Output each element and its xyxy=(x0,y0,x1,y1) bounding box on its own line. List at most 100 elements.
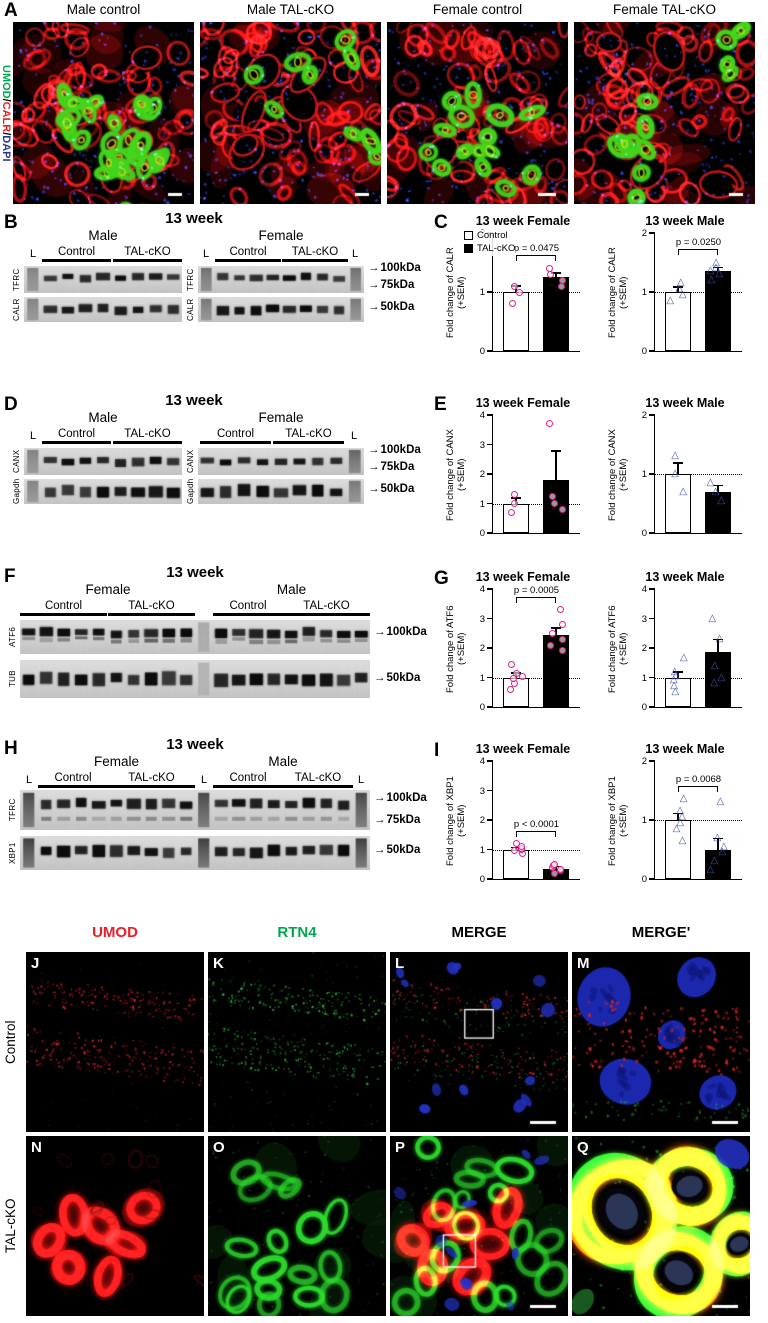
data-point xyxy=(510,282,518,290)
blot-protein-label: TFRC xyxy=(8,798,17,822)
data-point: △ xyxy=(671,686,680,698)
arrow-icon xyxy=(368,483,381,495)
group-label-female: Female xyxy=(258,228,304,243)
y-tick-label: 2 xyxy=(641,410,647,421)
arrow-icon xyxy=(368,262,381,274)
data-point: △ xyxy=(711,262,720,274)
column-header-merge-zoom: MERGE' xyxy=(631,924,691,941)
western-blot xyxy=(24,297,182,322)
mw-marker-50: 50kDa xyxy=(374,672,420,684)
blot-strip: CANX xyxy=(186,448,364,475)
lane-group-control: Control xyxy=(42,246,111,262)
data-point xyxy=(551,500,559,507)
data-point: △ xyxy=(670,665,679,677)
blot-strip: XBP1 xyxy=(8,836,370,870)
mw-marker-75: 75kDa xyxy=(368,461,414,473)
chart-e-female: 13 week Female Fold change of CANX (+SEM)… xyxy=(442,396,604,560)
chart-c-female: 13 week Female Fold change of CALR (+SEM)… xyxy=(442,214,604,378)
blot-strip: TFRC xyxy=(8,790,370,830)
y-tick-label: 4 xyxy=(641,584,647,595)
image-title-female-cko: Female TAL-cKO xyxy=(612,2,717,17)
stain-legend: UMOD/CALR/DAPI xyxy=(0,22,12,204)
y-tick-label: 1 xyxy=(479,287,485,298)
panel-g-letter: G xyxy=(434,568,449,589)
error-bar xyxy=(677,287,679,292)
bar-control xyxy=(665,292,691,351)
significance-bracket xyxy=(678,249,718,256)
y-tick-label: 0 xyxy=(479,528,485,539)
significance-bracket xyxy=(516,596,556,603)
y-tick xyxy=(487,588,493,590)
arrow-icon xyxy=(368,301,381,313)
data-point: △ xyxy=(713,831,722,843)
significance-bracket xyxy=(516,830,556,837)
panel-e-letter: E xyxy=(434,394,447,415)
reference-line xyxy=(655,677,742,679)
y-tick-label: 1 xyxy=(641,672,647,684)
p-value: p = 0.0475 xyxy=(513,243,560,255)
bar-tal-cko xyxy=(705,652,731,707)
blot-strip: CALR xyxy=(12,297,182,322)
panel-d-title: 13 week xyxy=(165,392,223,409)
y-tick-label: 1 xyxy=(479,498,485,510)
chart-ylabel: Fold change of XBP1 (+SEM) xyxy=(445,776,467,866)
blot-protein-label: Gapdh xyxy=(186,478,195,504)
lane-group-cko: TAL-cKO xyxy=(113,246,182,262)
blot-protein-label: XBP1 xyxy=(8,842,17,864)
y-tick xyxy=(649,617,655,620)
mw-marker-100: 100kDa xyxy=(368,444,421,456)
lane-group-cko: TAL-cKO xyxy=(113,428,182,444)
lane-group-cko: TAL-cKO xyxy=(108,600,195,616)
data-point: △ xyxy=(679,652,688,664)
mw-marker-50: 50kDa xyxy=(368,483,414,495)
y-tick-label: 0 xyxy=(479,874,485,885)
data-point: △ xyxy=(710,659,719,671)
error-bar-cap xyxy=(673,286,683,288)
data-point xyxy=(507,685,515,693)
image-title-male-cko: Male TAL-cKO xyxy=(246,2,335,17)
arrow-icon xyxy=(374,626,387,638)
arrow-icon xyxy=(368,279,381,291)
bar-control xyxy=(665,820,691,879)
blot-protein-label: TFRC xyxy=(12,268,21,291)
lane-group-control: Control xyxy=(213,600,283,616)
chart-plot: 0 1 2 3 4 p = 0.0005 xyxy=(480,584,580,713)
blot-strip: Gapdh xyxy=(186,478,364,504)
bar-control xyxy=(503,292,529,351)
group-label-male: Male xyxy=(88,228,118,243)
chart-title: 13 week Male xyxy=(645,214,725,228)
micrograph-cell: N xyxy=(26,1136,204,1316)
ladder-label: L xyxy=(202,248,210,260)
chart-plot: 0 1 2 △ △ △ △ △ △ xyxy=(642,410,742,539)
panel-g: G 13 week Female Fold change of ATF6 (+SE… xyxy=(428,564,768,736)
y-tick-label: 3 xyxy=(479,439,485,451)
error-bar-cap xyxy=(713,484,723,487)
blot-protein-label: TUB xyxy=(8,670,17,688)
blot-strip: TFRC xyxy=(12,266,182,293)
lane-group-control: Control xyxy=(215,246,281,262)
microscopy-image-merge-control xyxy=(390,952,568,1132)
y-tick xyxy=(487,760,493,762)
data-point: △ xyxy=(717,671,726,683)
chart-title: 13 week Female xyxy=(475,570,571,584)
column-header-merge: MERGE xyxy=(451,924,507,941)
chart-i-female: 13 week Female Fold change of XBP1 (+SEM)… xyxy=(442,742,604,906)
chart-title: 13 week Female xyxy=(475,214,571,228)
reference-line xyxy=(493,849,580,851)
western-blot xyxy=(198,297,364,322)
data-point: △ xyxy=(679,485,687,497)
error-bar xyxy=(677,814,679,820)
arrow-icon xyxy=(374,844,387,856)
error-bar xyxy=(555,628,557,635)
data-point: △ xyxy=(708,612,717,624)
group-label-female: Female xyxy=(85,582,131,597)
image-title-male-control: Male control xyxy=(66,2,141,17)
column-header-rtn4: RTN4 xyxy=(277,924,317,941)
bar-tal-cko xyxy=(705,491,731,533)
panel-i-letter: I xyxy=(434,740,440,761)
blot-strip: Gapdh xyxy=(12,478,182,504)
error-bar xyxy=(717,486,719,492)
error-bar xyxy=(677,672,679,678)
microscopy-image-rtn4-control xyxy=(208,952,386,1132)
